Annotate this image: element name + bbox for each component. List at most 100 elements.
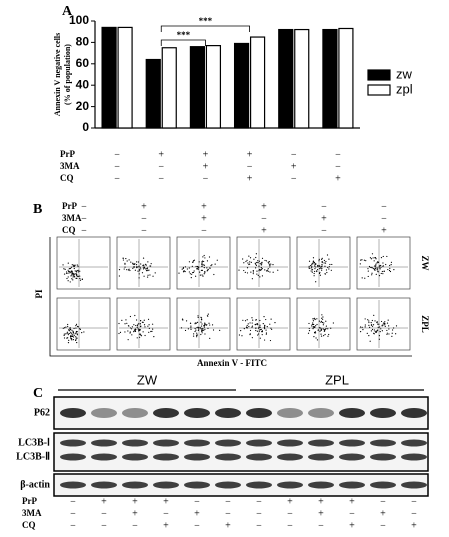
- flow-dot: [135, 324, 137, 327]
- flow-dot: [319, 271, 321, 274]
- flow-dot: [180, 327, 183, 329]
- flow-dot: [185, 320, 188, 322]
- flow-dot: [388, 325, 390, 327]
- flow-dot: [124, 262, 126, 264]
- flow-dot: [249, 322, 251, 324]
- treatment-label: PrP: [22, 496, 37, 506]
- flow-dot: [257, 334, 259, 336]
- flow-dot: [260, 268, 262, 271]
- flow-dot: [136, 324, 139, 326]
- flow-dot: [203, 326, 206, 328]
- flow-dot: [67, 269, 69, 271]
- flow-dot: [70, 331, 72, 333]
- flow-dot: [377, 329, 379, 331]
- group-label: ZPL: [325, 372, 349, 387]
- flow-dot: [387, 268, 389, 271]
- flow-dot: [316, 268, 319, 271]
- flow-dot: [62, 264, 64, 266]
- treatment-label: CQ: [62, 225, 76, 235]
- flow-dot: [134, 269, 136, 271]
- flow-dot: [264, 324, 266, 326]
- treatment-sign: −: [81, 213, 87, 224]
- blot-band: [91, 453, 117, 461]
- bar: [294, 28, 310, 129]
- blot-band: [246, 481, 272, 489]
- flow-dot: [206, 324, 208, 326]
- flow-plot: [56, 236, 111, 290]
- y-axis-label: Annexin V negative cells: [53, 33, 62, 116]
- flow-dot: [395, 325, 398, 327]
- y-tick-label: 0: [82, 120, 89, 134]
- flow-dot: [361, 326, 363, 328]
- flow-dot: [386, 255, 388, 258]
- flow-dot: [198, 328, 200, 330]
- flow-plot: [236, 236, 291, 290]
- flow-dot: [143, 319, 145, 321]
- flow-dot: [255, 256, 257, 259]
- flow-dot: [393, 269, 395, 271]
- blot-band: [339, 408, 365, 418]
- flow-dot: [374, 257, 376, 259]
- flow-dot: [378, 274, 381, 277]
- flow-dot: [67, 280, 69, 282]
- flow-dot: [379, 331, 381, 333]
- flow-dot: [136, 325, 138, 327]
- flow-dot: [324, 333, 326, 336]
- flow-dot: [63, 334, 65, 337]
- flow-dot: [367, 270, 369, 272]
- flow-dot: [314, 331, 317, 333]
- flow-dot: [265, 329, 267, 331]
- flow-dot: [130, 328, 133, 330]
- flow-dot: [388, 328, 390, 330]
- flow-dot: [259, 326, 261, 328]
- treatment-sign: −: [114, 149, 120, 160]
- flow-dot: [240, 329, 242, 332]
- treatment-sign: −: [256, 496, 262, 507]
- flow-dot: [371, 325, 374, 327]
- flow-dot: [81, 278, 84, 280]
- flow-dot: [72, 279, 74, 281]
- flow-dot: [328, 266, 330, 268]
- flow-dot: [374, 269, 376, 271]
- flow-dot: [311, 323, 313, 326]
- flow-dot: [76, 333, 78, 335]
- flow-dot: [325, 328, 327, 330]
- flow-dot: [381, 324, 383, 326]
- flow-dot: [255, 323, 257, 325]
- flow-dot: [63, 327, 66, 329]
- blot-band: [184, 481, 210, 489]
- treatment-sign: +: [225, 520, 231, 531]
- flow-dot: [199, 327, 201, 329]
- flow-dot: [69, 327, 71, 329]
- flow-dot: [261, 257, 264, 259]
- flow-dot: [269, 271, 271, 273]
- flow-dot: [138, 333, 141, 335]
- treatment-label: 3MA: [22, 508, 42, 518]
- flow-dot: [193, 333, 195, 335]
- flow-dot: [255, 327, 257, 329]
- flow-dot: [321, 257, 323, 259]
- flow-dot: [249, 257, 252, 259]
- flow-dot: [140, 263, 142, 265]
- flow-dot: [261, 268, 263, 270]
- treatment-sign: +: [318, 496, 324, 507]
- treatment-sign: +: [318, 508, 324, 519]
- flow-dot: [361, 259, 363, 261]
- flow-dot: [67, 334, 69, 336]
- flow-dot: [73, 274, 75, 276]
- flow-dot: [251, 326, 253, 328]
- flow-dot: [79, 270, 81, 272]
- flow-dot: [370, 321, 372, 324]
- flow-dot: [140, 335, 143, 337]
- treatment-sign: −: [256, 508, 262, 519]
- flow-dot: [73, 267, 75, 270]
- flow-dot: [267, 268, 269, 270]
- legend-label: zw: [396, 66, 413, 81]
- flow-dot: [274, 321, 276, 324]
- flow-dot: [325, 260, 327, 263]
- flow-dot: [62, 327, 64, 329]
- flow-dot: [71, 271, 73, 273]
- treatment-sign: −: [70, 508, 76, 519]
- significance-label: ***: [177, 30, 191, 40]
- flow-dot: [145, 264, 147, 266]
